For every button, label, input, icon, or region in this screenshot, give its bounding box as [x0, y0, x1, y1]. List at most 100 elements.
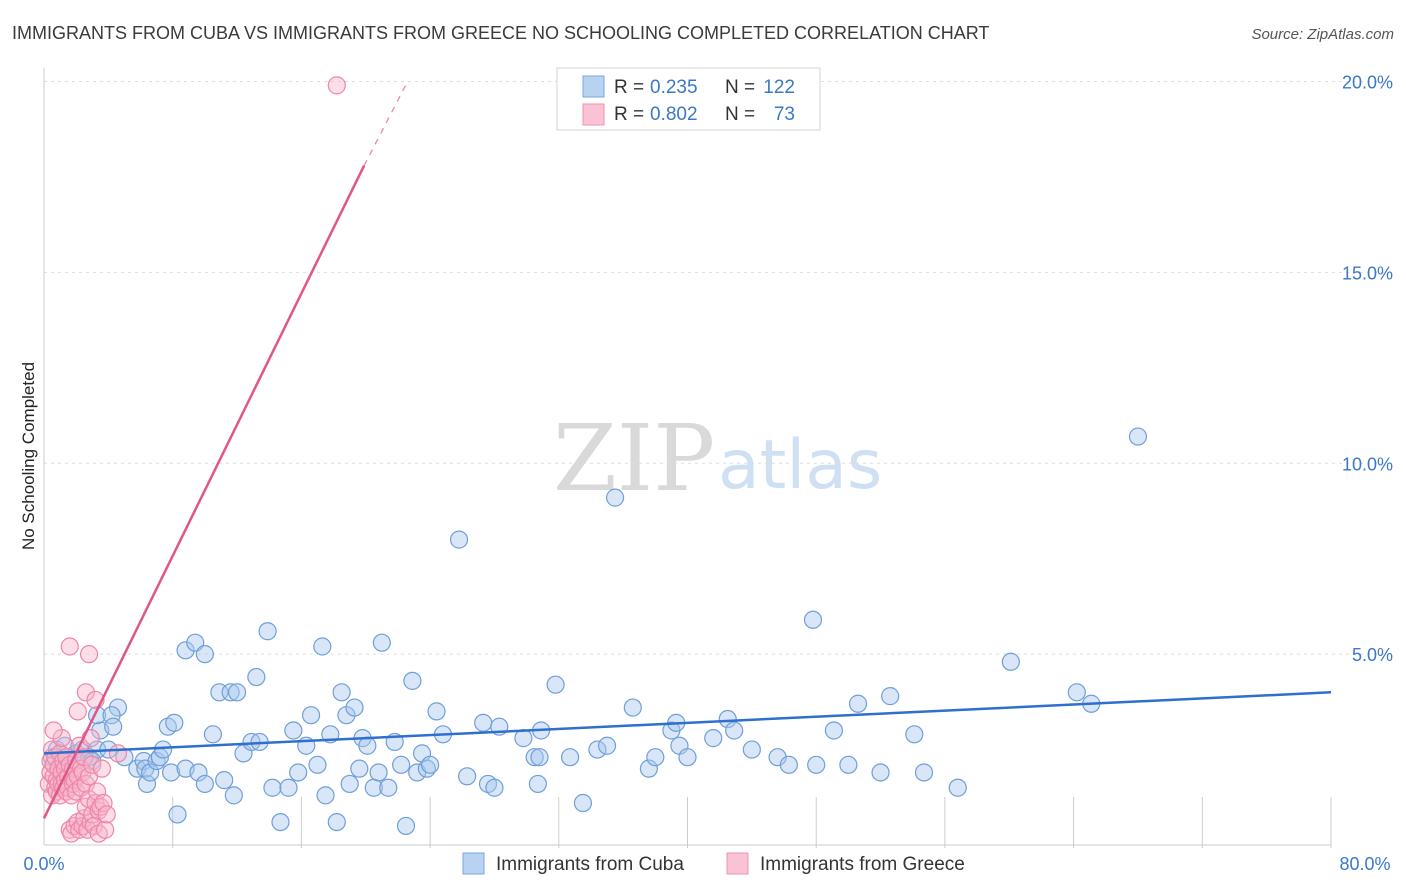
legend-swatch-greece [582, 103, 605, 126]
point-0-46 [263, 778, 282, 797]
point-0-52 [301, 706, 321, 725]
point-0-37 [221, 683, 240, 702]
point-0-60 [340, 774, 359, 794]
point-0-13 [102, 706, 121, 725]
point-0-94 [597, 736, 617, 755]
point-0-119 [1001, 652, 1020, 671]
point-0-93 [588, 740, 607, 759]
point-0-31 [195, 645, 214, 664]
point-0-110 [807, 755, 826, 774]
legend: R = 0.235 N = 122 R = 0.802 N = 73 [556, 67, 821, 131]
point-1-55 [87, 782, 107, 801]
point-0-89 [528, 774, 547, 794]
point-0-19 [137, 774, 157, 794]
point-0-39 [215, 771, 234, 790]
point-0-67 [372, 633, 391, 652]
point-1-71 [108, 744, 128, 763]
point-0-111 [824, 721, 843, 740]
legend-r-label-cuba: R = [614, 77, 644, 98]
x-tick-label-start: 0.0% [23, 854, 64, 874]
point-0-45 [258, 622, 277, 641]
point-0-47 [271, 812, 290, 832]
point-0-26 [165, 713, 184, 732]
y-tick-labels: 5.0% 10.0% 15.0% 20.0% [1342, 73, 1393, 666]
chart-title: IMMIGRANTS FROM CUBA VS IMMIGRANTS FROM … [12, 23, 989, 43]
point-0-122 [1128, 427, 1148, 446]
point-0-114 [871, 763, 890, 782]
point-0-83 [485, 778, 504, 797]
point-1-62 [97, 805, 116, 824]
point-0-77 [427, 702, 446, 721]
bottom-legend-swatch-cuba [462, 852, 485, 875]
legend-r-value-greece: 0.802 [650, 104, 698, 125]
point-0-21 [141, 763, 160, 782]
point-0-76 [421, 755, 440, 774]
legend-r-value-cuba: 0.235 [650, 77, 698, 98]
point-0-50 [289, 763, 308, 782]
point-0-38 [227, 683, 247, 702]
point-0-81 [474, 713, 493, 732]
point-0-43 [247, 667, 266, 687]
point-0-117 [914, 763, 934, 782]
y-tick-label-1: 10.0% [1342, 454, 1393, 474]
point-0-113 [848, 694, 868, 713]
point-0-29 [176, 641, 195, 660]
point-0-98 [646, 748, 665, 767]
point-0-54 [313, 637, 332, 656]
point-0-24 [153, 740, 173, 759]
point-0-12 [108, 698, 128, 717]
legend-n-label-greece: N = [725, 104, 755, 125]
y-tick-label-2: 15.0% [1342, 263, 1393, 283]
point-0-55 [316, 786, 335, 805]
series-cuba [42, 427, 1148, 836]
watermark-zip: ZIP [553, 405, 715, 512]
point-1-72 [327, 76, 346, 95]
point-1-51 [83, 755, 102, 774]
point-0-28 [168, 805, 187, 824]
trend-line-1 [42, 164, 366, 819]
point-0-57 [327, 812, 346, 832]
point-0-90 [546, 675, 565, 694]
point-0-105 [725, 721, 744, 740]
point-0-120 [1067, 683, 1086, 702]
y-tick-label-3: 20.0% [1342, 73, 1393, 93]
trend-line-dashed-1 [363, 81, 409, 166]
point-0-108 [779, 755, 798, 774]
point-0-48 [279, 778, 298, 797]
point-0-104 [718, 709, 737, 729]
chart-source: Source: ZipAtlas.com [1251, 26, 1394, 43]
point-0-61 [345, 698, 364, 717]
point-0-35 [203, 725, 223, 744]
point-0-68 [379, 778, 398, 797]
point-0-34 [195, 774, 214, 794]
point-1-59 [92, 759, 112, 778]
point-1-60 [94, 793, 113, 813]
point-0-14 [104, 717, 123, 736]
legend-n-value-greece: 73 [774, 104, 795, 125]
point-0-116 [905, 725, 924, 744]
trend-line-0 [43, 691, 1332, 755]
point-0-91 [560, 748, 580, 767]
point-0-49 [284, 721, 303, 740]
point-0-112 [839, 755, 858, 774]
point-0-62 [350, 759, 369, 778]
x-axis [44, 797, 1332, 848]
trend-lines [42, 81, 1332, 819]
point-0-27 [161, 763, 181, 782]
point-0-53 [308, 755, 327, 774]
point-0-79 [449, 530, 469, 549]
point-0-96 [623, 698, 642, 717]
point-0-109 [803, 610, 823, 629]
legend-swatch-cuba [582, 75, 605, 98]
point-0-97 [639, 759, 658, 778]
legend-n-label-cuba: N = [725, 77, 755, 98]
point-0-106 [742, 740, 761, 759]
bottom-legend-label-greece: Immigrants from Greece [760, 854, 965, 875]
y-axis-label: No Schooling Completed [19, 362, 38, 550]
point-0-40 [224, 786, 243, 805]
point-1-61 [96, 820, 115, 839]
point-1-70 [44, 721, 63, 740]
point-0-64 [358, 736, 377, 755]
y-tick-label-0: 5.0% [1352, 645, 1393, 665]
